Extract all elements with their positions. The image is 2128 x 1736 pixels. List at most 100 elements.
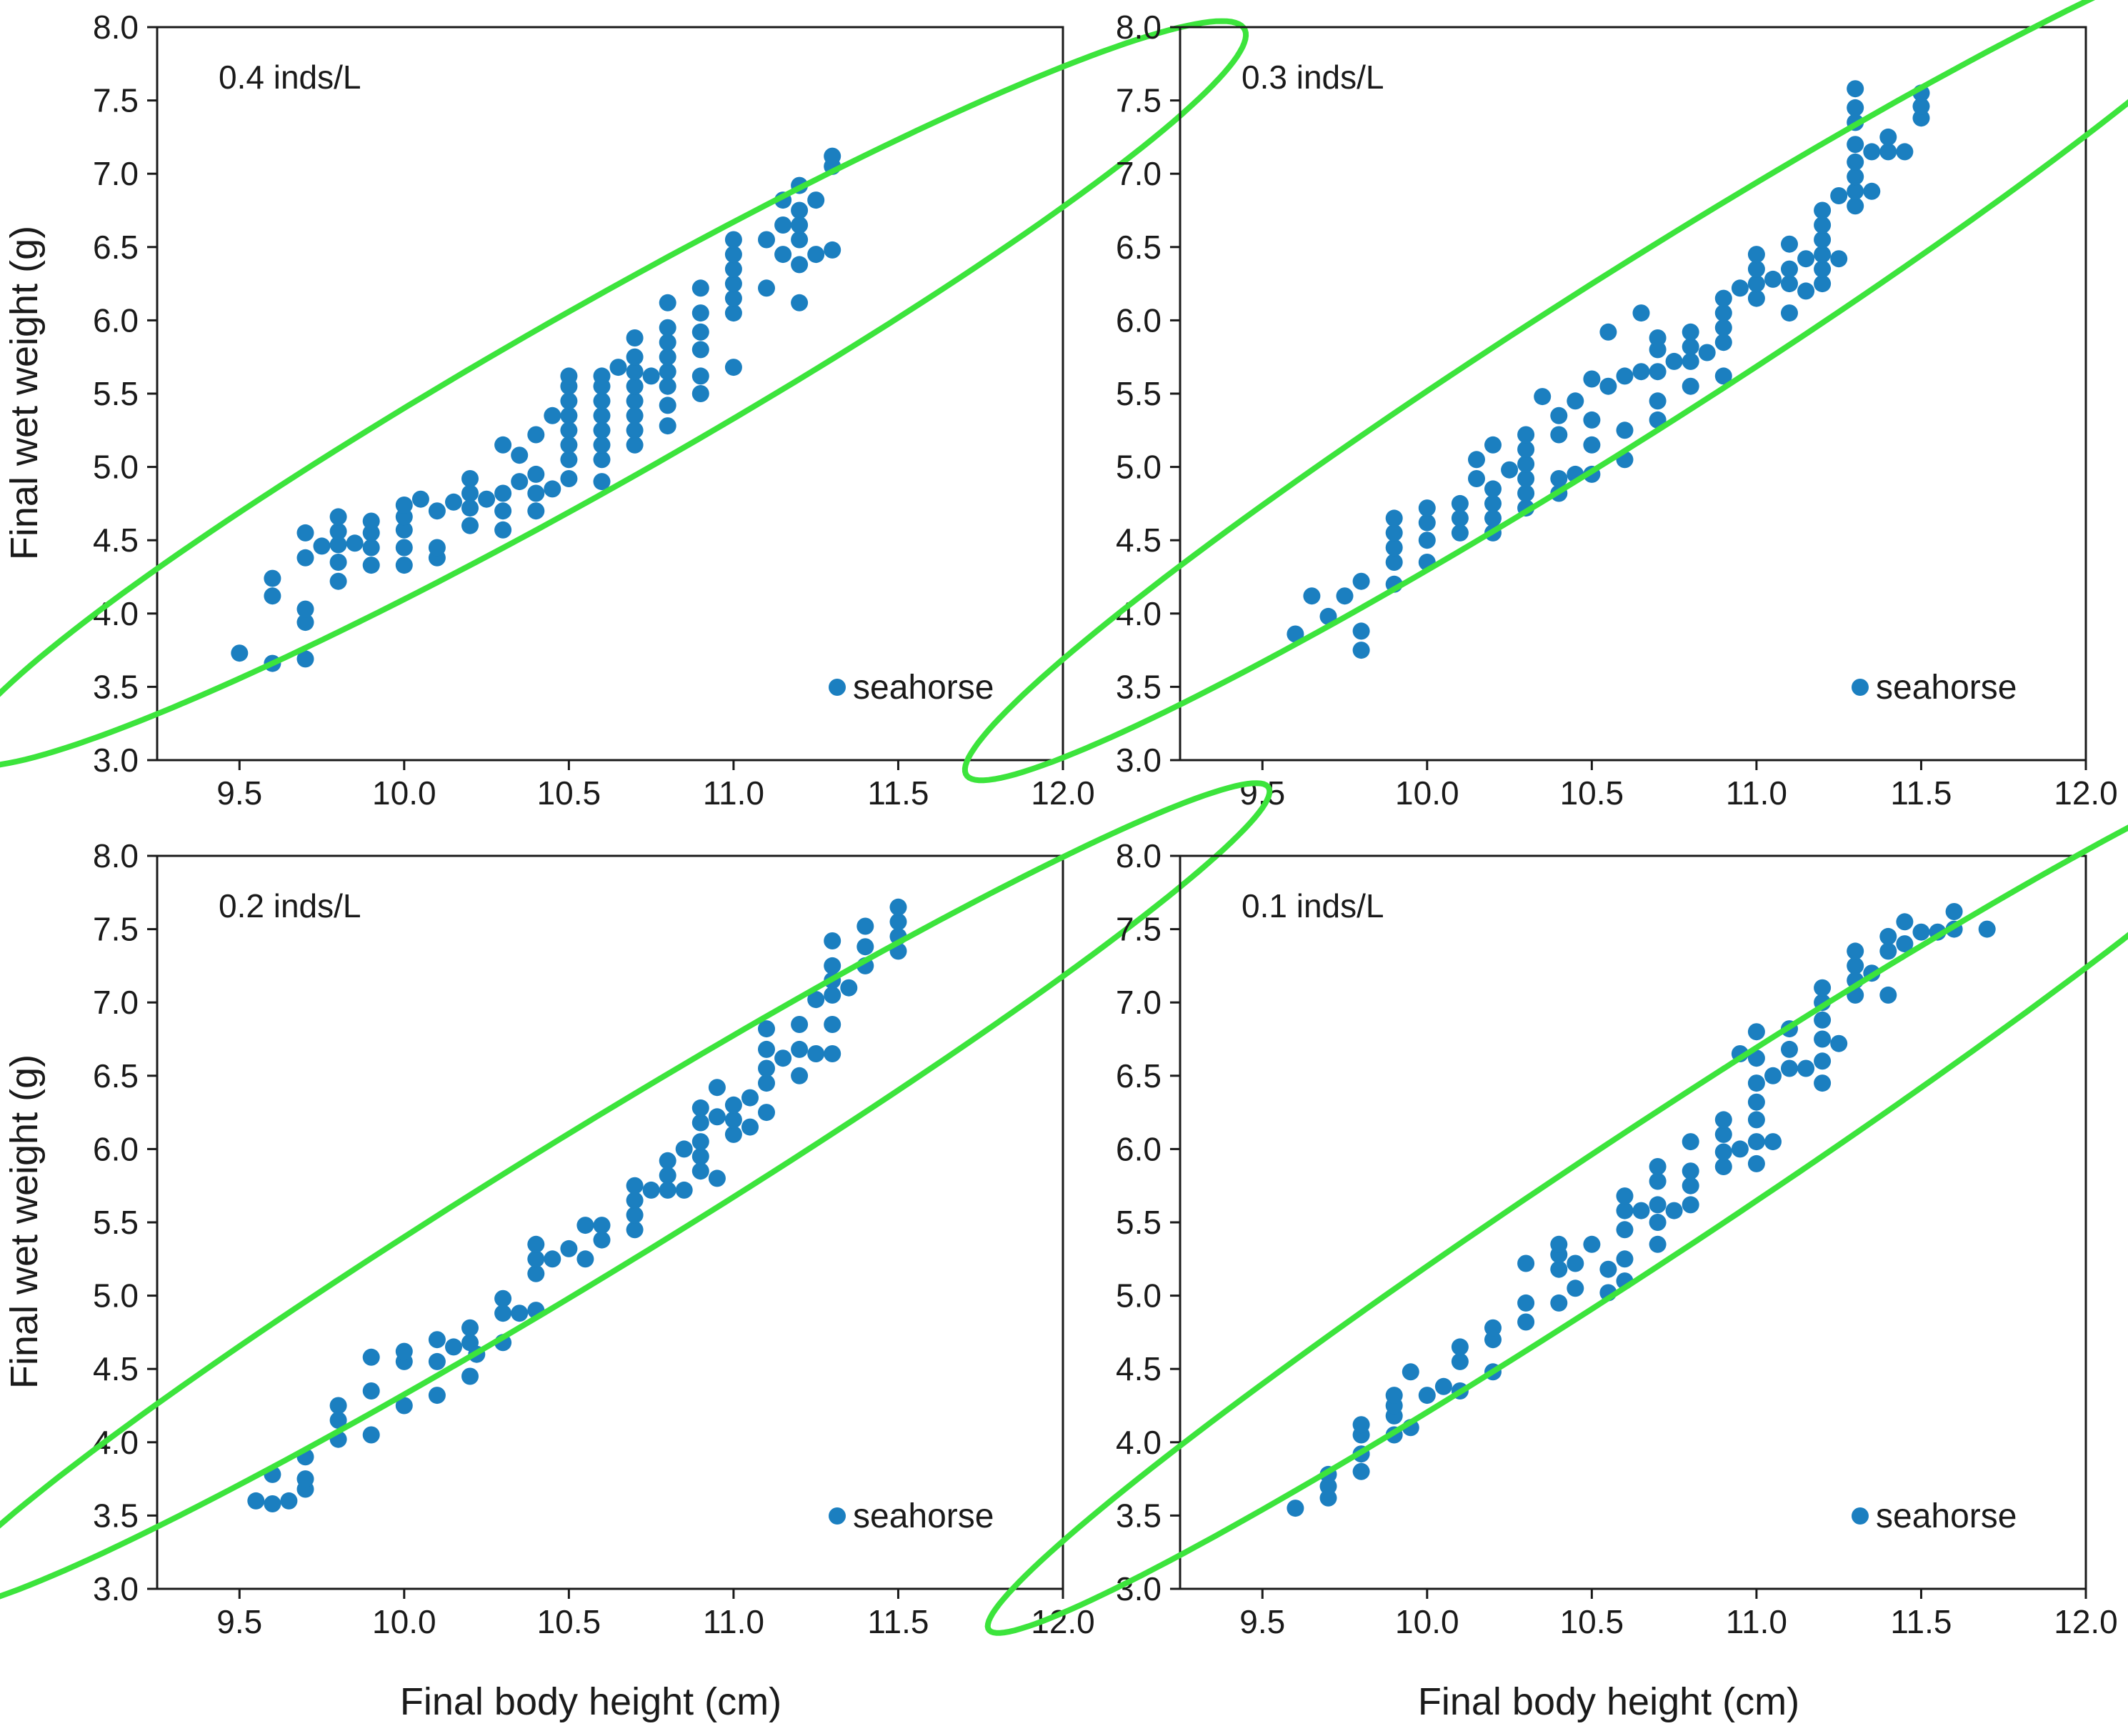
data-point (824, 1045, 841, 1062)
data-point (1484, 1319, 1502, 1337)
data-point (824, 957, 841, 974)
data-point (1517, 1313, 1535, 1331)
data-point (1451, 1352, 1469, 1370)
x-tick-label: 9.5 (216, 1603, 262, 1640)
data-point (1781, 260, 1798, 278)
legend-label: seahorse (853, 669, 994, 707)
data-point (691, 1114, 709, 1132)
data-point (1385, 509, 1403, 527)
y-tick-label: 4.5 (1116, 1350, 1162, 1387)
data-point (527, 465, 545, 483)
data-point (1781, 275, 1798, 293)
data-point (560, 451, 578, 469)
x-tick-label: 10.5 (1560, 1603, 1624, 1640)
y-tick-label: 7.0 (1116, 984, 1162, 1021)
data-point (758, 1059, 775, 1077)
data-point (1764, 1067, 1782, 1084)
data-point (346, 534, 364, 552)
y-tick-label: 7.5 (1116, 82, 1162, 119)
data-point (428, 1387, 446, 1405)
data-point (1847, 153, 1864, 171)
data-point (362, 1382, 380, 1400)
data-point (824, 241, 841, 259)
y-axis-title-bottom: Final wet weight (g) (3, 1054, 46, 1389)
y-tick-label: 4.5 (93, 1350, 139, 1387)
data-point (1879, 986, 1897, 1004)
data-point (593, 1217, 611, 1234)
data-point (1649, 1158, 1667, 1175)
data-point (1814, 275, 1832, 293)
x-tick-label: 11.5 (1890, 774, 1952, 812)
confidence-ellipse (984, 824, 2128, 1636)
y-tick-label: 6.0 (93, 301, 139, 339)
data-point (724, 289, 742, 307)
panel-0.2-inds: 3.0 3.5 4.0 4.5 5.0 5.5 6.0 6.5 7.0 7.5 8.0 9.5 10.0… (0, 780, 1273, 1640)
data-point (1814, 1011, 1832, 1029)
data-point (1583, 370, 1601, 388)
data-point (1781, 1059, 1798, 1077)
y-tick-label: 5.0 (1116, 449, 1162, 486)
data-point (1649, 341, 1667, 359)
data-point (1764, 1133, 1782, 1151)
data-point (1583, 411, 1601, 429)
data-point (1747, 289, 1765, 307)
data-point (395, 497, 413, 514)
data-point (1682, 352, 1699, 370)
data-point (1632, 1202, 1650, 1219)
legend-marker (829, 679, 846, 696)
data-point (1319, 1489, 1337, 1507)
x-tick-label: 11.0 (703, 774, 764, 812)
legend-label: seahorse (853, 1497, 994, 1535)
data-point (1517, 1254, 1535, 1272)
data-point (1550, 1260, 1568, 1278)
data-point (478, 490, 496, 508)
data-point (1912, 923, 1930, 941)
data-point (511, 447, 529, 464)
data-point (1599, 323, 1617, 341)
data-point (1714, 304, 1732, 322)
data-point (642, 1181, 660, 1199)
data-point (626, 1177, 644, 1194)
data-point (1781, 235, 1798, 253)
data-point (1847, 957, 1864, 974)
data-point (1303, 587, 1321, 605)
data-point (1599, 1260, 1617, 1278)
data-point (1616, 421, 1634, 439)
y-tick-label: 7.5 (1116, 911, 1162, 948)
data-point (560, 392, 578, 410)
data-point (428, 539, 446, 557)
data-point (560, 436, 578, 454)
data-point (329, 522, 347, 540)
x-tick-label: 11.5 (1890, 1603, 1952, 1640)
data-point (1649, 1196, 1667, 1214)
y-tick-label: 7.0 (93, 984, 139, 1021)
data-point (1434, 1377, 1452, 1395)
data-point (1336, 587, 1354, 605)
data-point (724, 1111, 742, 1129)
data-point (1896, 935, 1914, 953)
x-tick-label: 11.0 (703, 1603, 764, 1640)
data-point (593, 473, 611, 491)
data-point (461, 484, 479, 502)
data-point (1352, 572, 1370, 590)
x-axis-title-left: Final body height (cm) (400, 1680, 781, 1723)
x-tick-label: 10.5 (537, 774, 601, 812)
y-tick-label: 6.0 (1116, 1130, 1162, 1167)
plot-frame (1179, 26, 2087, 762)
data-point (1814, 231, 1832, 249)
data-point (544, 480, 561, 498)
data-point (1385, 539, 1403, 557)
data-point (1352, 622, 1370, 640)
data-point (691, 385, 709, 402)
data-point (609, 359, 627, 376)
data-point (758, 1040, 775, 1058)
y-tick-label: 8.0 (1116, 9, 1162, 46)
data-point (329, 1397, 347, 1415)
data-point (626, 348, 644, 366)
panel-label: 0.3 inds/L (1242, 59, 1384, 96)
data-point (1847, 182, 1864, 200)
y-tick-label: 3.5 (93, 668, 139, 705)
y-tick-label: 5.0 (1116, 1277, 1162, 1315)
data-point (1632, 363, 1650, 381)
data-point (1534, 388, 1552, 406)
